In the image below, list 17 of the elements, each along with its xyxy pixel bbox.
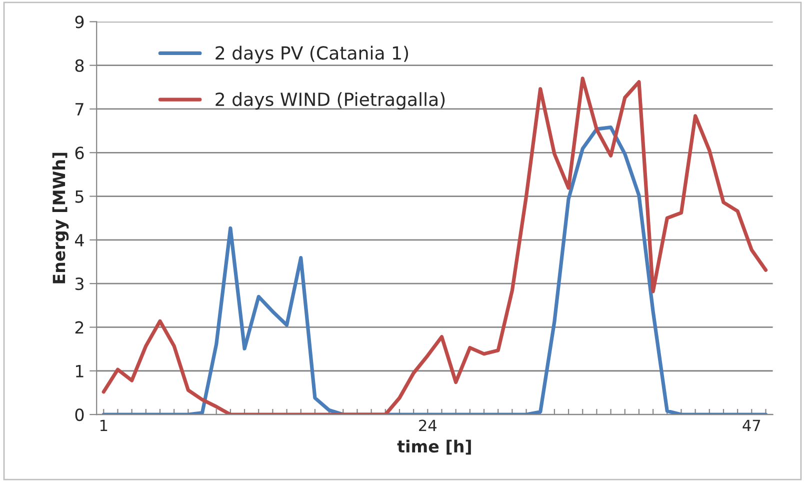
legend-label: 2 days WIND (Pietragalla): [216, 92, 445, 110]
y-tick-label: 1: [76, 365, 84, 378]
x-tick-label: 1: [100, 420, 108, 431]
x-tick-label: 24: [419, 420, 437, 431]
y-tick-label: 9: [75, 16, 84, 28]
y-tick-label: 8: [75, 59, 84, 72]
y-tick-label: 5: [75, 190, 84, 203]
y-axis-title: Energy [MWh]: [52, 152, 69, 284]
y-tick-label: 4: [75, 234, 84, 246]
y-tick-label: 7: [76, 103, 84, 116]
x-axis-title: time [h]: [397, 440, 471, 455]
x-tick-label: 47: [742, 420, 760, 431]
legend-label: 2 days PV (Catania 1): [216, 46, 408, 64]
y-tick-label: 0: [75, 408, 84, 422]
y-tick-label: 2: [75, 321, 84, 334]
y-tick-label: 3: [75, 278, 84, 290]
y-tick-label: 6: [75, 146, 84, 160]
